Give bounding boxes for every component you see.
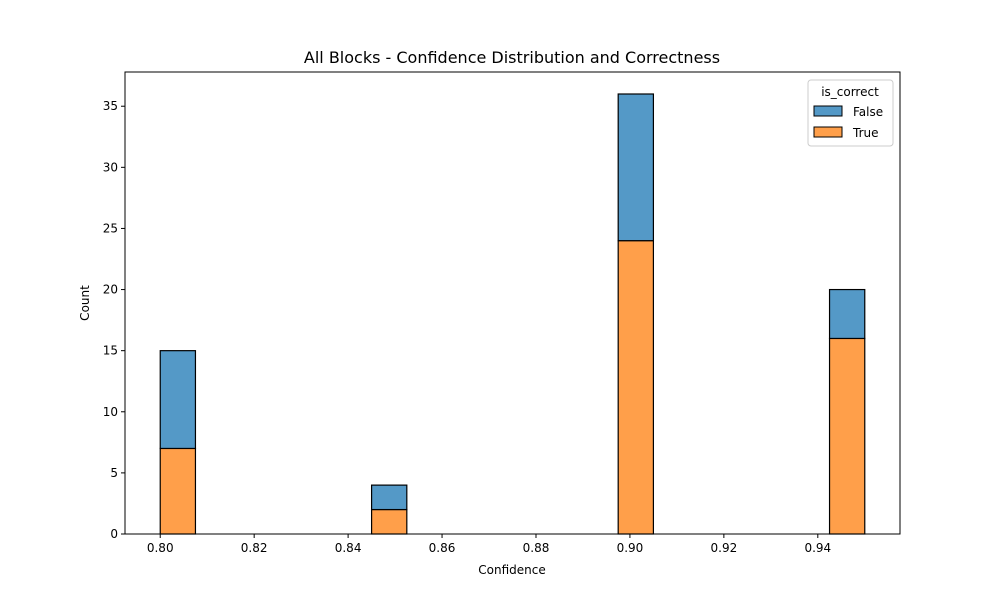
chart-title: All Blocks - Confidence Distribution and…	[304, 48, 720, 67]
x-tick-label: 0.80	[147, 541, 174, 555]
x-tick-label: 0.94	[804, 541, 831, 555]
y-tick-label: 35	[103, 99, 118, 113]
bar-false-1	[370, 484, 408, 511]
legend-swatch-true	[813, 126, 843, 138]
x-tick-label: 0.88	[523, 541, 550, 555]
bar-false-2	[617, 93, 655, 242]
bar-false-3	[828, 288, 866, 340]
y-tick-label: 15	[103, 344, 118, 358]
x-axis-label: Confidence	[478, 563, 545, 577]
bar-true-0	[159, 447, 197, 535]
legend: is_correct False True	[807, 79, 894, 147]
x-tick-label: 0.92	[711, 541, 738, 555]
legend-label-true: True	[852, 126, 879, 140]
plot-frame	[124, 71, 901, 535]
y-tick-label: 25	[103, 221, 118, 235]
y-tick-label: 30	[103, 160, 118, 174]
bar-true-2	[617, 240, 655, 535]
y-tick-label: 0	[110, 527, 118, 541]
bar-true-1	[370, 508, 408, 535]
y-axis-label: Count	[78, 285, 92, 321]
legend-swatch-false	[813, 105, 843, 117]
bar-false-0	[159, 350, 197, 450]
y-tick-label: 10	[103, 405, 118, 419]
bar-true-3	[828, 337, 866, 535]
y-tick-label: 20	[103, 283, 118, 297]
y-tick-label: 5	[110, 466, 118, 480]
x-axis: 0.80 0.82 0.84 0.86 0.88 0.90 0.92 0.94	[147, 534, 831, 555]
x-tick-label: 0.82	[241, 541, 268, 555]
legend-label-false: False	[853, 105, 883, 119]
y-axis: 0 5 10 15 20 25 30 35	[103, 99, 125, 541]
x-tick-label: 0.86	[429, 541, 456, 555]
plot-area	[159, 93, 866, 535]
x-tick-label: 0.90	[617, 541, 644, 555]
legend-title: is_correct	[821, 85, 879, 99]
x-tick-label: 0.84	[335, 541, 362, 555]
